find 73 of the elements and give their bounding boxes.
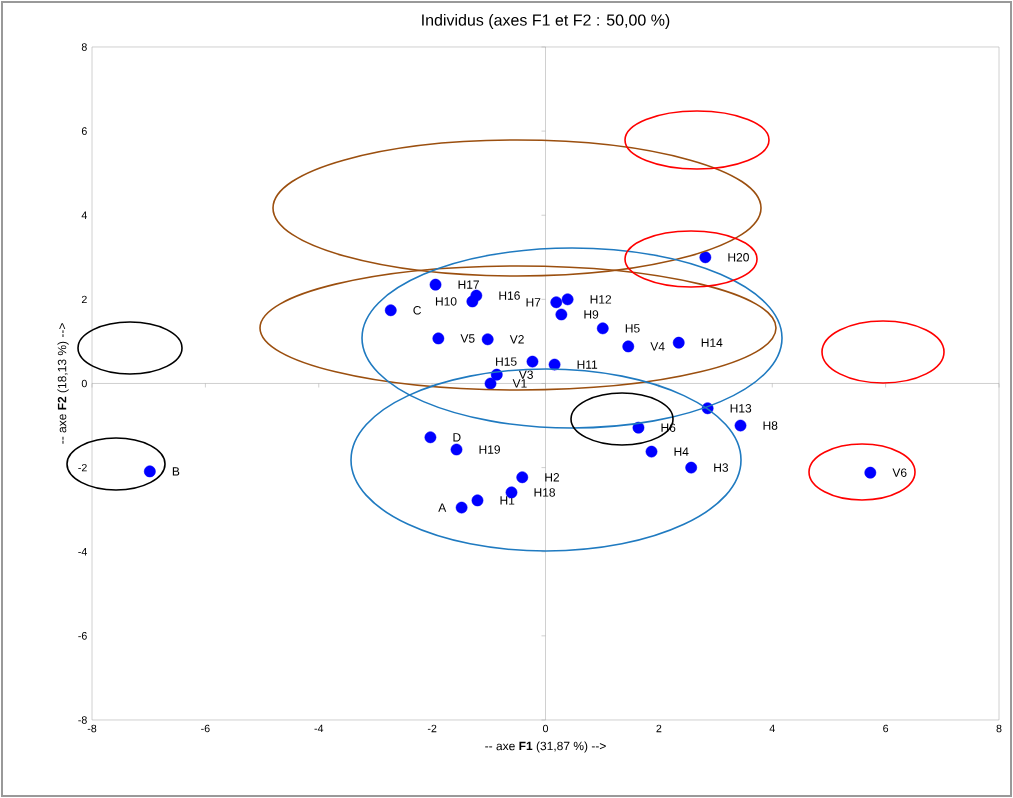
x-axis-title: -- axe F1 (31,87 %) --> [485,741,606,753]
y-tick-label: -2 [78,463,87,472]
point [484,377,497,390]
y-tick-label: -6 [78,632,87,640]
annotation: V5 [460,334,475,343]
annotation: V6 [892,468,907,477]
annotation: D [453,433,461,442]
point [699,251,712,264]
point [685,461,698,474]
x-tick-label: -4 [314,724,324,733]
y-tick-label: 0 [81,379,87,388]
annotation: H5 [625,324,640,333]
point [672,336,685,349]
chart-title: Individus (axes F1 et F2 : 50,00 %) [422,14,670,29]
x-tick-label: -6 [201,724,210,733]
annotation: H7 [526,298,541,307]
point [429,278,442,291]
annotation: H4 [674,447,689,456]
x-tick-label: -8 [87,724,97,733]
point [561,293,574,306]
annotation: C [413,306,422,315]
point [432,332,445,345]
point [550,296,563,309]
annotation: H16 [499,291,520,300]
y-tick-label: 4 [81,211,87,219]
y-tick-label: -4 [78,548,87,556]
point [481,333,494,346]
annotation: H14 [701,338,723,347]
point [645,445,658,458]
annotation: H19 [479,445,500,454]
annotation: H8 [763,421,778,430]
point [526,355,539,368]
point [455,501,468,514]
point [143,465,156,478]
annotation: V3 [518,370,533,379]
annotation: V1 [512,379,527,388]
x-tick-label: 0 [542,724,549,733]
point [384,304,397,317]
point [864,466,877,479]
point [516,471,529,484]
annotation: H20 [728,253,749,262]
annotation: B [172,467,180,476]
point [555,308,568,321]
x-tick-label: -2 [427,724,437,733]
point [596,322,609,335]
y-axis-title: -- axe F2 (18,13 %) --> [57,323,69,444]
y-tick-label: 6 [81,127,87,135]
x-tick-label: 6 [883,724,889,733]
annotation: H11 [577,360,598,369]
y-tick-label: 2 [81,295,87,304]
annotation: H17 [458,280,479,289]
annotation: H15 [496,357,517,366]
point [424,431,437,444]
annotation: H13 [730,404,752,413]
annotation: H9 [584,310,599,319]
annotation: A [438,503,447,512]
annotation: H12 [590,295,612,304]
annotation: V2 [509,335,524,344]
annotation: H2 [545,473,560,482]
x-tick-label: 8 [996,724,1002,733]
x-tick-label: 2 [656,724,662,733]
x-tick-label: 4 [769,724,775,733]
annotation: V4 [650,342,665,351]
point [622,340,635,353]
annotation: H10 [435,297,457,306]
point [471,494,484,507]
annotation: H3 [714,463,729,472]
y-tick-label: -8 [78,716,87,724]
point [450,443,463,456]
y-tick-label: 8 [81,43,87,51]
point [734,419,747,432]
annotation: H18 [534,488,556,497]
point [466,295,479,308]
